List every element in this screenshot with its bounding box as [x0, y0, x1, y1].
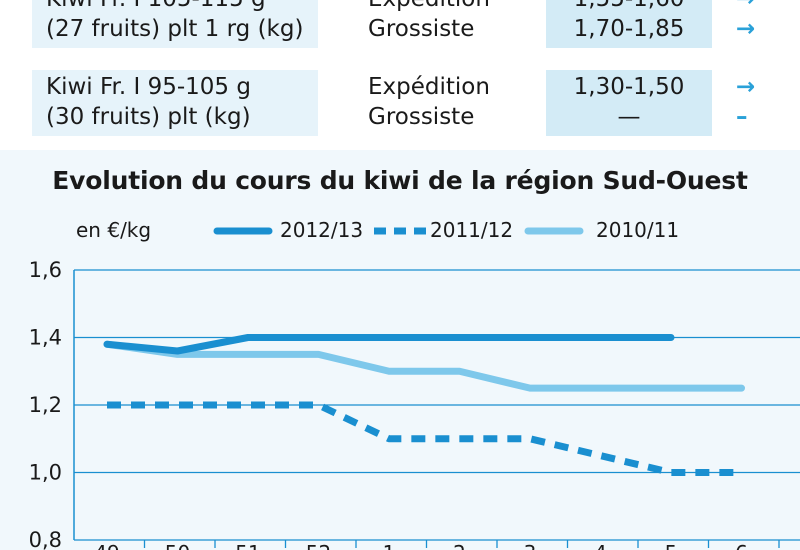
row2-price-grossiste: — — [617, 104, 641, 130]
series-line-2010-11 — [103, 340, 745, 392]
series-line-2011-12 — [107, 401, 742, 476]
row2-product-line1: Kiwi Fr. I 95-105 g — [46, 74, 251, 100]
y-tick-label: 1,6 — [29, 258, 62, 282]
row2-product-line2: (30 fruits) plt (kg) — [46, 104, 251, 130]
x-tick-label: 50 — [165, 541, 190, 550]
table-row-1-stages: Expédition Grossiste — [368, 0, 538, 44]
row1-product-line1: Kiwi Fr. I 105-115 g — [46, 0, 318, 14]
legend-label-2010-11: 2010/11 — [596, 218, 680, 242]
table-row-1-prices: 1,55-1,60 1,70-1,85 — [546, 0, 712, 48]
row2-trend-arrow-2: – — [736, 104, 748, 130]
row2-trend-arrow-1: → — [736, 74, 756, 100]
x-tick-label: 6 — [735, 541, 748, 550]
y-tick-label: 1,2 — [29, 393, 62, 417]
x-tick-label: 51 — [235, 541, 260, 550]
row1-price-grossiste: 1,70-1,85 — [573, 16, 685, 42]
y-unit-label: en €/kg — [76, 218, 152, 242]
row1-stage-grossiste: Grossiste — [368, 16, 475, 42]
legend-label-2012-13: 2012/13 — [280, 218, 364, 242]
x-tick-label: 5 — [665, 541, 678, 550]
table-row-1-trend: → → — [736, 0, 776, 44]
y-tick-label: 1,0 — [29, 461, 62, 485]
row1-trend-arrow-2: → — [736, 16, 756, 42]
table-row-2-product: Kiwi Fr. I 95-105 g (30 fruits) plt (kg) — [32, 70, 318, 136]
x-tick-label: 1 — [383, 541, 396, 550]
row1-product-line2: (27 fruits) plt 1 rg (kg) — [46, 16, 304, 42]
table-row-2-stages: Expédition Grossiste — [368, 72, 538, 132]
row1-stage-expedition: Expédition — [368, 0, 538, 14]
table-row-2-trend: → – — [736, 72, 776, 132]
x-tick-label: 4 — [594, 541, 607, 550]
x-tick-label: 2 — [453, 541, 466, 550]
row1-price-expedition: 1,55-1,60 — [546, 0, 712, 14]
row1-trend-arrow-1: → — [736, 0, 776, 14]
x-tick-label: 3 — [524, 541, 537, 550]
x-tick-label: 49 — [94, 541, 119, 550]
series-line-2012-13 — [103, 334, 675, 355]
row2-price-expedition: 1,30-1,50 — [573, 74, 685, 100]
chart-title: Evolution du cours du kiwi de la région … — [52, 166, 748, 195]
table-row-2-prices: 1,30-1,50 — — [546, 70, 712, 136]
x-tick-label: 52 — [306, 541, 331, 550]
table-row-1-product: Kiwi Fr. I 105-115 g (27 fruits) plt 1 r… — [32, 0, 318, 48]
row2-stage-expedition: Expédition — [368, 74, 490, 100]
legend-label-2011-12: 2011/12 — [430, 218, 514, 242]
y-tick-label: 0,8 — [29, 528, 62, 550]
row2-stage-grossiste: Grossiste — [368, 104, 475, 130]
y-tick-label: 1,4 — [29, 326, 62, 350]
